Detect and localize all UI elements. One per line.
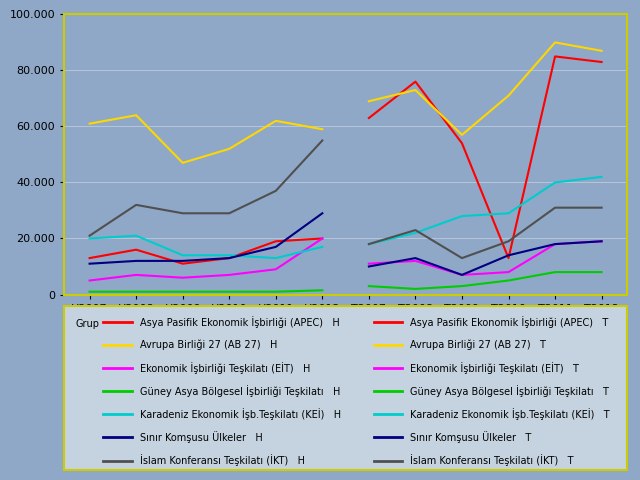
Text: Sınır Komşusu Ülkeler   H: Sınır Komşusu Ülkeler H: [140, 432, 263, 444]
Text: Güney Asya Bölgesel İşbirliği Teşkilatı   T: Güney Asya Bölgesel İşbirliği Teşkilatı …: [410, 385, 609, 397]
Text: Ekonomik İşbirliği Teşkilatı (EİT)   T: Ekonomik İşbirliği Teşkilatı (EİT) T: [410, 362, 579, 374]
Text: İslam Konferansı Teşkilatı (İKT)   H: İslam Konferansı Teşkilatı (İKT) H: [140, 455, 305, 467]
Text: Karadeniz Ekonomik İşb.Teşkilatı (KEİ)   H: Karadeniz Ekonomik İşb.Teşkilatı (KEİ) H: [140, 408, 341, 420]
Text: İslam Konferansı Teşkilatı (İKT)   T: İslam Konferansı Teşkilatı (İKT) T: [410, 455, 574, 467]
Text: Avrupa Birliği 27 (AB 27)   T: Avrupa Birliği 27 (AB 27) T: [410, 340, 547, 350]
Text: Sınır Komşusu Ülkeler   T: Sınır Komşusu Ülkeler T: [410, 432, 532, 444]
Text: Grup: Grup: [76, 319, 99, 329]
FancyBboxPatch shape: [64, 306, 627, 470]
Text: Asya Pasifik Ekonomik İşbirliği (APEC)   T: Asya Pasifik Ekonomik İşbirliği (APEC) T: [410, 316, 609, 328]
Text: Avrupa Birliği 27 (AB 27)   H: Avrupa Birliği 27 (AB 27) H: [140, 340, 277, 350]
Text: Ekonomik İşbirliği Teşkilatı (EİT)   H: Ekonomik İşbirliği Teşkilatı (EİT) H: [140, 362, 310, 374]
Text: Karadeniz Ekonomik İşb.Teşkilatı (KEİ)   T: Karadeniz Ekonomik İşb.Teşkilatı (KEİ) T: [410, 408, 610, 420]
Text: Asya Pasifik Ekonomik İşbirliği (APEC)   H: Asya Pasifik Ekonomik İşbirliği (APEC) H: [140, 316, 340, 328]
Text: Güney Asya Bölgesel İşbirliği Teşkilatı   H: Güney Asya Bölgesel İşbirliği Teşkilatı …: [140, 385, 340, 397]
